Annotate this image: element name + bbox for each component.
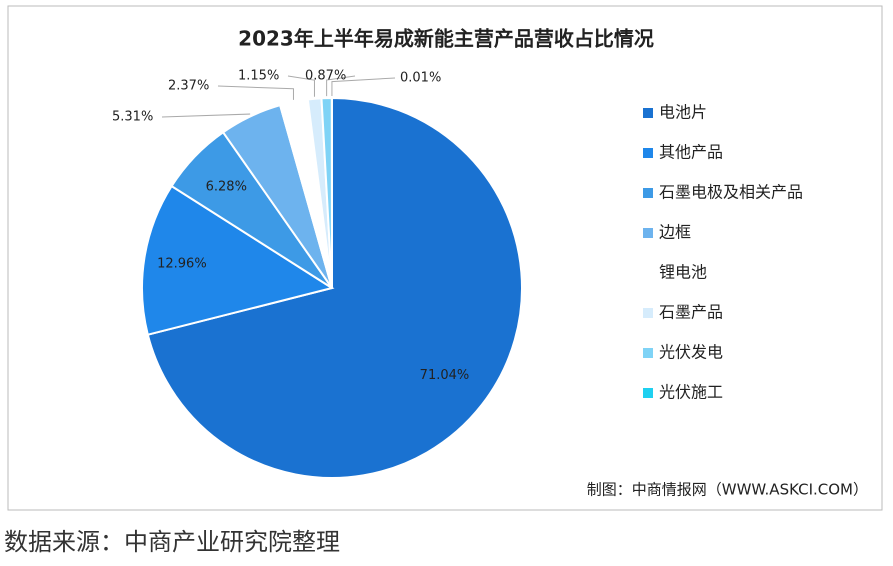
legend-label: 电池片 [659, 103, 707, 122]
legend-label: 石墨产品 [659, 303, 723, 322]
legend-swatch [643, 388, 653, 398]
data-label: 1.15% [238, 69, 279, 84]
legend-swatch [643, 228, 653, 238]
data-label: 12.96% [157, 256, 207, 271]
chart-title: 2023年上半年易成新能主营产品营收占比情况 [238, 27, 654, 51]
source: 制图：中商情报网（WWW.ASKCI.COM） [587, 481, 868, 499]
data-label: 6.28% [206, 179, 247, 194]
legend-label: 石墨电极及相关产品 [659, 183, 803, 202]
legend-swatch [643, 268, 653, 278]
data-label: 71.04% [420, 368, 470, 383]
legend-label: 光伏施工 [659, 383, 723, 402]
legend-label: 光伏发电 [659, 343, 723, 362]
footer: 数据来源：中商产业研究院整理 [4, 528, 340, 556]
data-label: 5.31% [112, 110, 153, 125]
legend-swatch [643, 188, 653, 198]
legend-swatch [643, 108, 653, 118]
legend-swatch [643, 148, 653, 158]
legend-label: 其他产品 [659, 143, 723, 162]
legend-swatch [643, 308, 653, 318]
data-label: 2.37% [168, 79, 209, 94]
legend-label: 边框 [659, 223, 691, 242]
legend-label: 锂电池 [659, 263, 707, 282]
data-label: 0.01% [400, 71, 441, 86]
legend-swatch [643, 348, 653, 358]
